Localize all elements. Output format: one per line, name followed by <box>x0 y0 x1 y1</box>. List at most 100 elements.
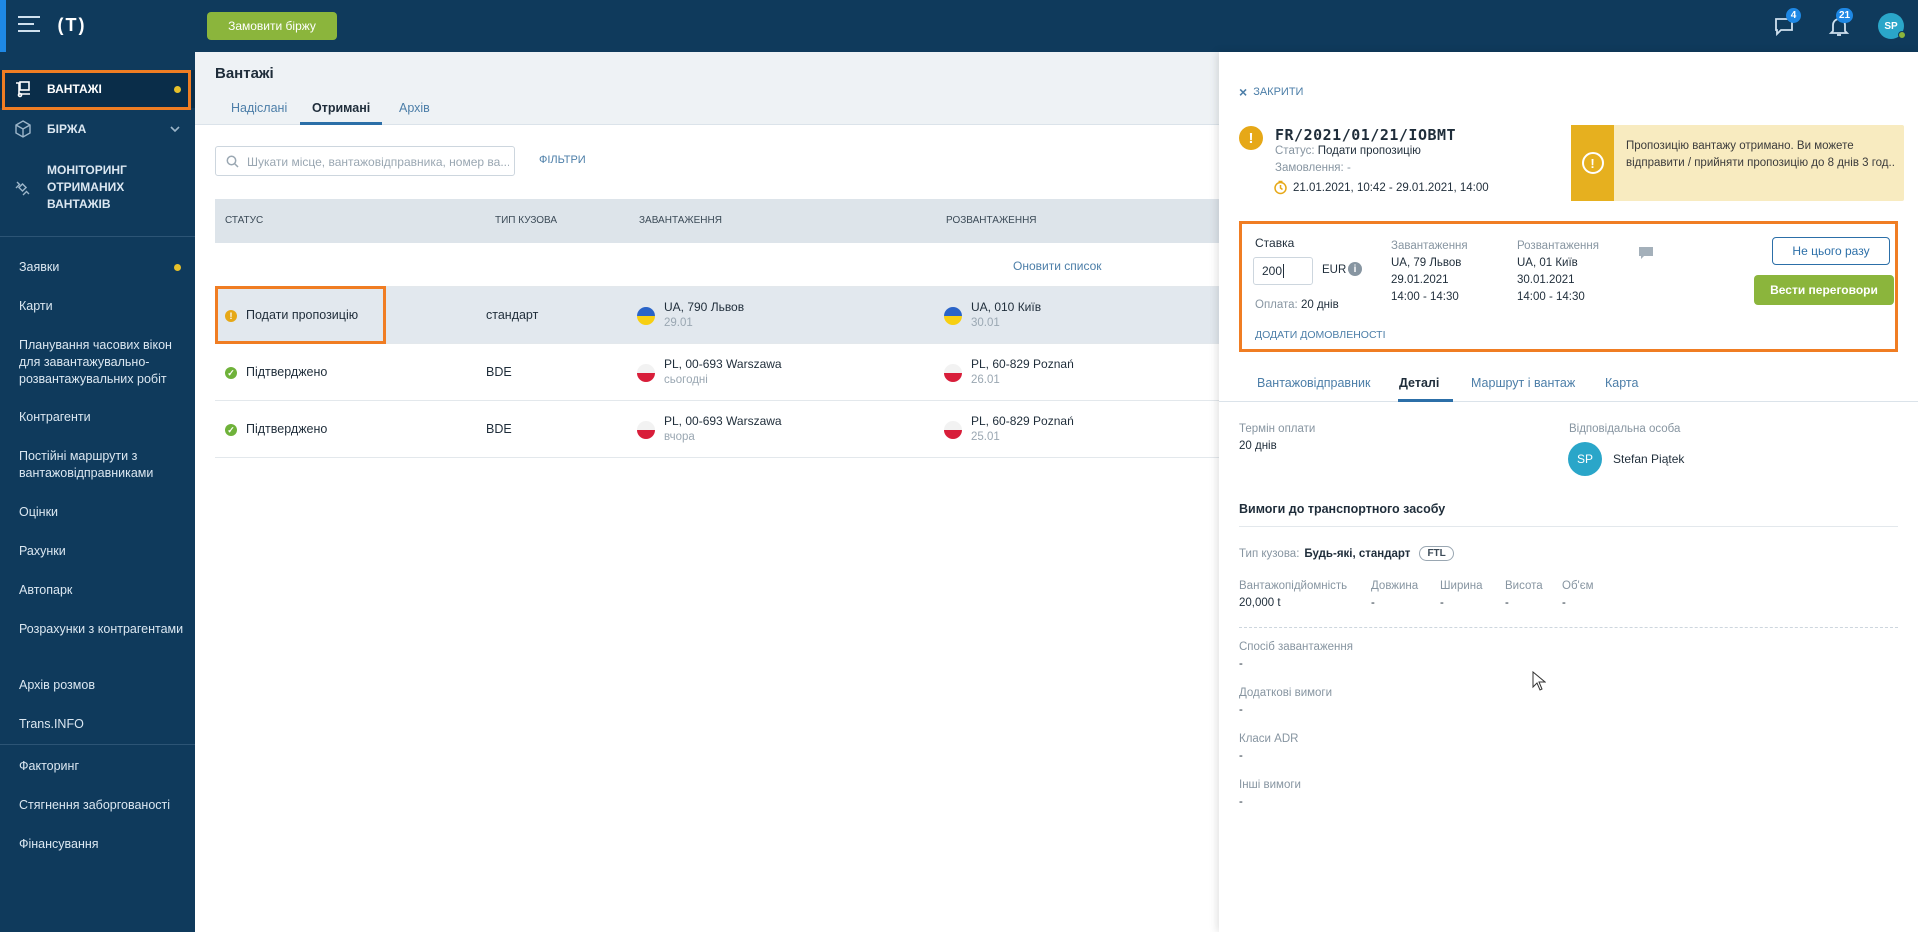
table-row[interactable]: ✓ Підтверджено BDE PL, 00-693 Warszawa вч… <box>215 401 1219 458</box>
flag-ua-icon <box>637 307 655 325</box>
sidebar-divider <box>0 236 195 237</box>
height-value: - <box>1505 597 1509 609</box>
sidebar-item-debt-collection[interactable]: Стягнення заборгованості <box>19 797 189 814</box>
tab-received[interactable]: Отримані <box>312 101 371 115</box>
tab-sent[interactable]: Надіслані <box>231 101 288 115</box>
row-body-type: BDE <box>486 422 512 436</box>
sidebar-divider <box>0 744 195 745</box>
sidebar-item-label: МОНІТОРИНГ ОТРИМАНИХ ВАНТАЖІВ <box>47 163 127 211</box>
offer-notice: ! Пропозицію вантажу отримано. Ви можете… <box>1571 125 1904 201</box>
sidebar-item-label: ВАНТАЖІ <box>47 81 102 96</box>
notice-text: Пропозицію вантажу отримано. Ви можете в… <box>1626 140 1895 169</box>
sidebar-item-ratings[interactable]: Оцінки <box>19 504 189 521</box>
sidebar-item-label: Планування часових вікон для завантажува… <box>19 338 172 386</box>
unloading-date: 30.01 <box>971 317 1000 329</box>
payment-term-key: Термін оплати <box>1239 423 1316 435</box>
menu-icon[interactable] <box>18 16 40 34</box>
row-body-type: стандарт <box>486 308 539 322</box>
sidebar-item-cargo[interactable]: ВАНТАЖІ <box>0 70 195 108</box>
highlight-frame <box>215 286 386 344</box>
row-body-type: BDE <box>486 365 512 379</box>
table-row[interactable]: ✓ Підтверджено BDE PL, 00-693 Warszawa сь… <box>215 344 1219 401</box>
column-unloading[interactable]: РОЗВАНТАЖЕННЯ <box>946 215 1037 226</box>
comment-icon[interactable] <box>1638 246 1654 260</box>
sidebar-item-label: Контрагенти <box>19 410 91 424</box>
sidebar-item-monitoring[interactable]: МОНІТОРИНГ ОТРИМАНИХ ВАНТАЖІВ <box>0 160 195 216</box>
sidebar-item-requests[interactable]: Заявки <box>19 259 189 276</box>
loading-place: PL, 00-693 Warszawa <box>664 357 782 371</box>
filters-button[interactable]: ФІЛЬТРИ <box>539 154 586 166</box>
unloading-place: PL, 60-829 Poznań <box>971 357 1074 371</box>
row-status: Підтверджено <box>246 365 328 379</box>
notification-dot <box>174 264 181 271</box>
row-status: Подати пропозицію <box>246 308 359 322</box>
notice-icon-bar: ! <box>1571 125 1614 201</box>
section-divider <box>1239 526 1898 527</box>
warning-icon: ! <box>225 310 237 322</box>
logo[interactable]: (T) <box>57 14 87 35</box>
tab-map[interactable]: Карта <box>1605 376 1639 390</box>
column-status[interactable]: СТАТУС <box>225 215 264 226</box>
sidebar-item-settlements[interactable]: Розрахунки з контрагентами <box>19 621 189 638</box>
column-body-type[interactable]: ТИП КУЗОВА <box>495 215 558 226</box>
width-value: - <box>1440 597 1444 609</box>
sidebar-item-label: Факторинг <box>19 759 79 773</box>
sidebar-item-exchange[interactable]: БІРЖА <box>0 114 195 144</box>
tab-shipper[interactable]: Вантажовідправник <box>1257 376 1371 390</box>
mouse-cursor-icon <box>1532 671 1546 691</box>
text-cursor <box>1283 264 1285 278</box>
adr-key: Класи ADR <box>1239 733 1299 745</box>
search-input[interactable]: Шукати місце, вантажовідправника, номер … <box>215 146 515 176</box>
loading-date: сьогодні <box>664 374 708 386</box>
sidebar-item-invoices[interactable]: Рахунки <box>19 543 189 560</box>
satellite-icon <box>15 181 30 196</box>
offer-form: Ставка 200 EUR i Оплата: 20 днів ДОДАТИ … <box>1239 221 1898 352</box>
payment-value: 20 днів <box>1300 299 1339 311</box>
tab-details[interactable]: Деталі <box>1399 376 1440 390</box>
sidebar-item-label: Фінансування <box>19 837 99 851</box>
refresh-list-link[interactable]: Оновити список <box>1013 259 1102 273</box>
cargo-reference: FR/2021/01/21/IOBMT <box>1275 126 1457 144</box>
active-tab-indicator <box>300 122 382 125</box>
chevron-down-icon <box>170 126 180 133</box>
column-loading[interactable]: ЗАВАНТАЖЕННЯ <box>639 215 722 226</box>
order-exchange-button[interactable]: Замовити біржу <box>207 12 337 40</box>
panel-tabs: Вантажовідправник Деталі Маршрут і ванта… <box>1219 370 1918 402</box>
currency[interactable]: EUR <box>1322 264 1347 276</box>
sidebar-item-label: Карти <box>19 299 53 313</box>
negotiate-button[interactable]: Вести переговори <box>1754 275 1894 305</box>
responsible-avatar: SP <box>1568 442 1602 476</box>
add-terms-link[interactable]: ДОДАТИ ДОМОВЛЕНОСТІ <box>1255 329 1386 341</box>
sidebar-item-fleet[interactable]: Автопарк <box>19 582 189 599</box>
cargo-icon <box>16 81 30 98</box>
sidebar-item-label: Оцінки <box>19 505 59 519</box>
tab-route-cargo[interactable]: Маршрут і вантаж <box>1471 376 1576 390</box>
flag-pl-icon <box>637 364 655 382</box>
sidebar-item-chat-archive[interactable]: Архів розмов <box>19 677 189 694</box>
sidebar-item-factoring[interactable]: Факторинг <box>19 758 189 775</box>
vehicle-requirements-title: Вимоги до транспортного засобу <box>1239 502 1446 516</box>
info-icon[interactable]: i <box>1348 262 1362 276</box>
cargo-order: Замовлення: - <box>1275 162 1351 174</box>
decline-button[interactable]: Не цього разу <box>1772 237 1890 265</box>
loading-time: 14:00 - 14:30 <box>1391 291 1459 303</box>
sidebar-item-time-windows[interactable]: Планування часових вікон для завантажува… <box>19 337 189 388</box>
height-key: Висота <box>1505 580 1543 592</box>
sidebar-item-contractors[interactable]: Контрагенти <box>19 409 189 426</box>
loading-method-value: - <box>1239 658 1243 670</box>
tab-archive[interactable]: Архів <box>399 101 430 115</box>
sidebar-item-maps[interactable]: Карти <box>19 298 189 315</box>
search-icon <box>226 155 239 168</box>
volume-value: - <box>1562 597 1566 609</box>
loading-date: 29.01.2021 <box>1391 274 1449 286</box>
dashed-divider <box>1239 627 1898 628</box>
sidebar-item-transinfo[interactable]: Trans.INFO <box>19 716 189 733</box>
table-row[interactable]: ! Подати пропозицію стандарт UA, 790 Льв… <box>215 287 1219 344</box>
cargo-detail-panel: × ЗАКРИТИ ! FR/2021/01/21/IOBMT Статус: … <box>1219 52 1918 932</box>
close-button[interactable]: × ЗАКРИТИ <box>1239 84 1303 100</box>
sidebar-item-financing[interactable]: Фінансування <box>19 836 189 853</box>
sidebar-item-routes[interactable]: Постійні маршрути з вантажовідправниками <box>19 448 189 482</box>
row-loading: UA, 790 Львов 29.01 <box>664 299 744 331</box>
rate-input[interactable]: 200 <box>1253 257 1313 285</box>
adr-value: - <box>1239 750 1243 762</box>
